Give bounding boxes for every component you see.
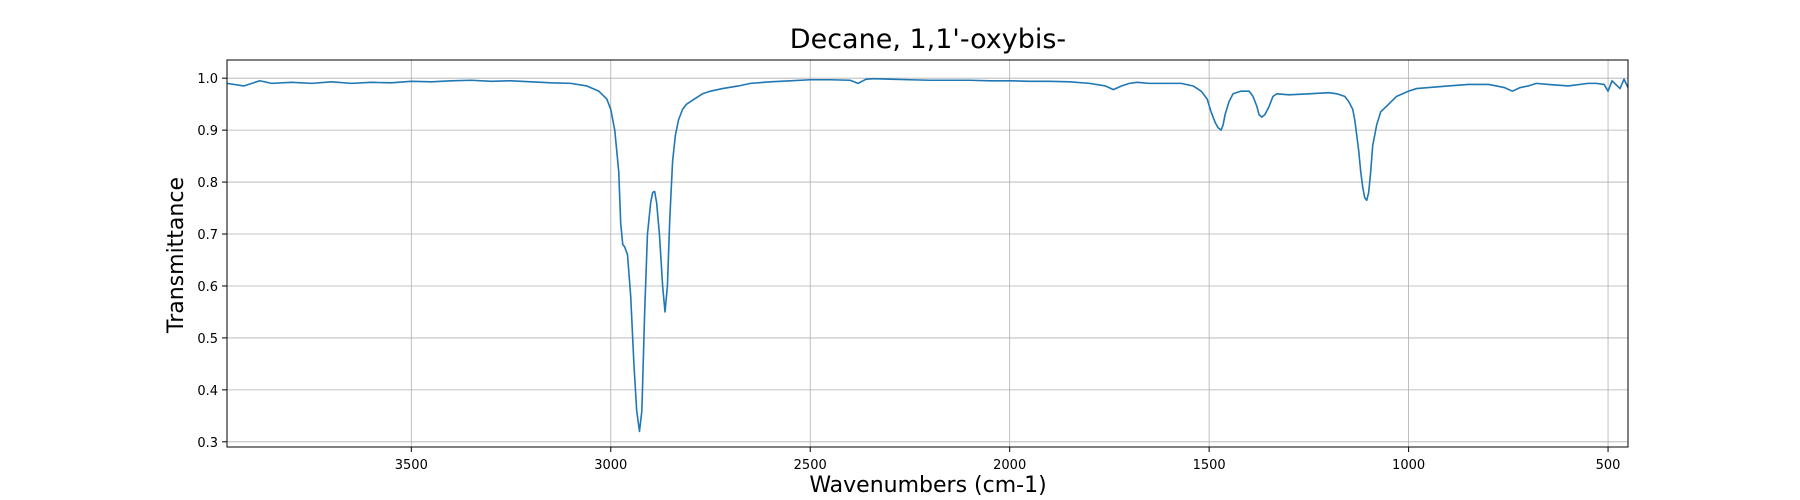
chart-title: Decane, 1,1'-oxybis- [790, 24, 1066, 55]
x-tick-label-1500: 1500 [1193, 458, 1226, 473]
y-tick-label-0.7: 0.7 [197, 228, 218, 243]
plot-frame [226, 59, 1629, 448]
y-tick-label-0.8: 0.8 [197, 176, 218, 191]
x-axis: 3500 3000 2500 2000 1500 1000 500 [395, 447, 1621, 473]
x-tick-label-500: 500 [1596, 458, 1621, 473]
x-tick-label-2000: 2000 [993, 458, 1026, 473]
x-tick-label-3000: 3000 [594, 458, 627, 473]
y-tick-label-0.6: 0.6 [197, 280, 218, 295]
transmittance-line [226, 77, 1629, 433]
x-axis-title: Wavenumbers (cm-1) [809, 473, 1046, 498]
y-tick-label-0.9: 0.9 [197, 124, 218, 139]
y-axis: 0.3 0.4 0.5 0.6 0.7 0.8 0.9 1.0 [197, 72, 227, 451]
y-tick-label-1: 1.0 [197, 72, 218, 87]
x-tick-label-2500: 2500 [794, 458, 827, 473]
y-axis-title: Transmittance [164, 177, 189, 334]
x-tick-label-3500: 3500 [395, 458, 428, 473]
y-tick-label-0.4: 0.4 [197, 384, 218, 399]
y-tick-label-0.3: 0.3 [197, 436, 218, 451]
grid-lines [227, 60, 1628, 447]
y-tick-label-0.5: 0.5 [197, 332, 218, 347]
plot-area [226, 77, 1629, 433]
x-tick-label-1000: 1000 [1392, 458, 1425, 473]
